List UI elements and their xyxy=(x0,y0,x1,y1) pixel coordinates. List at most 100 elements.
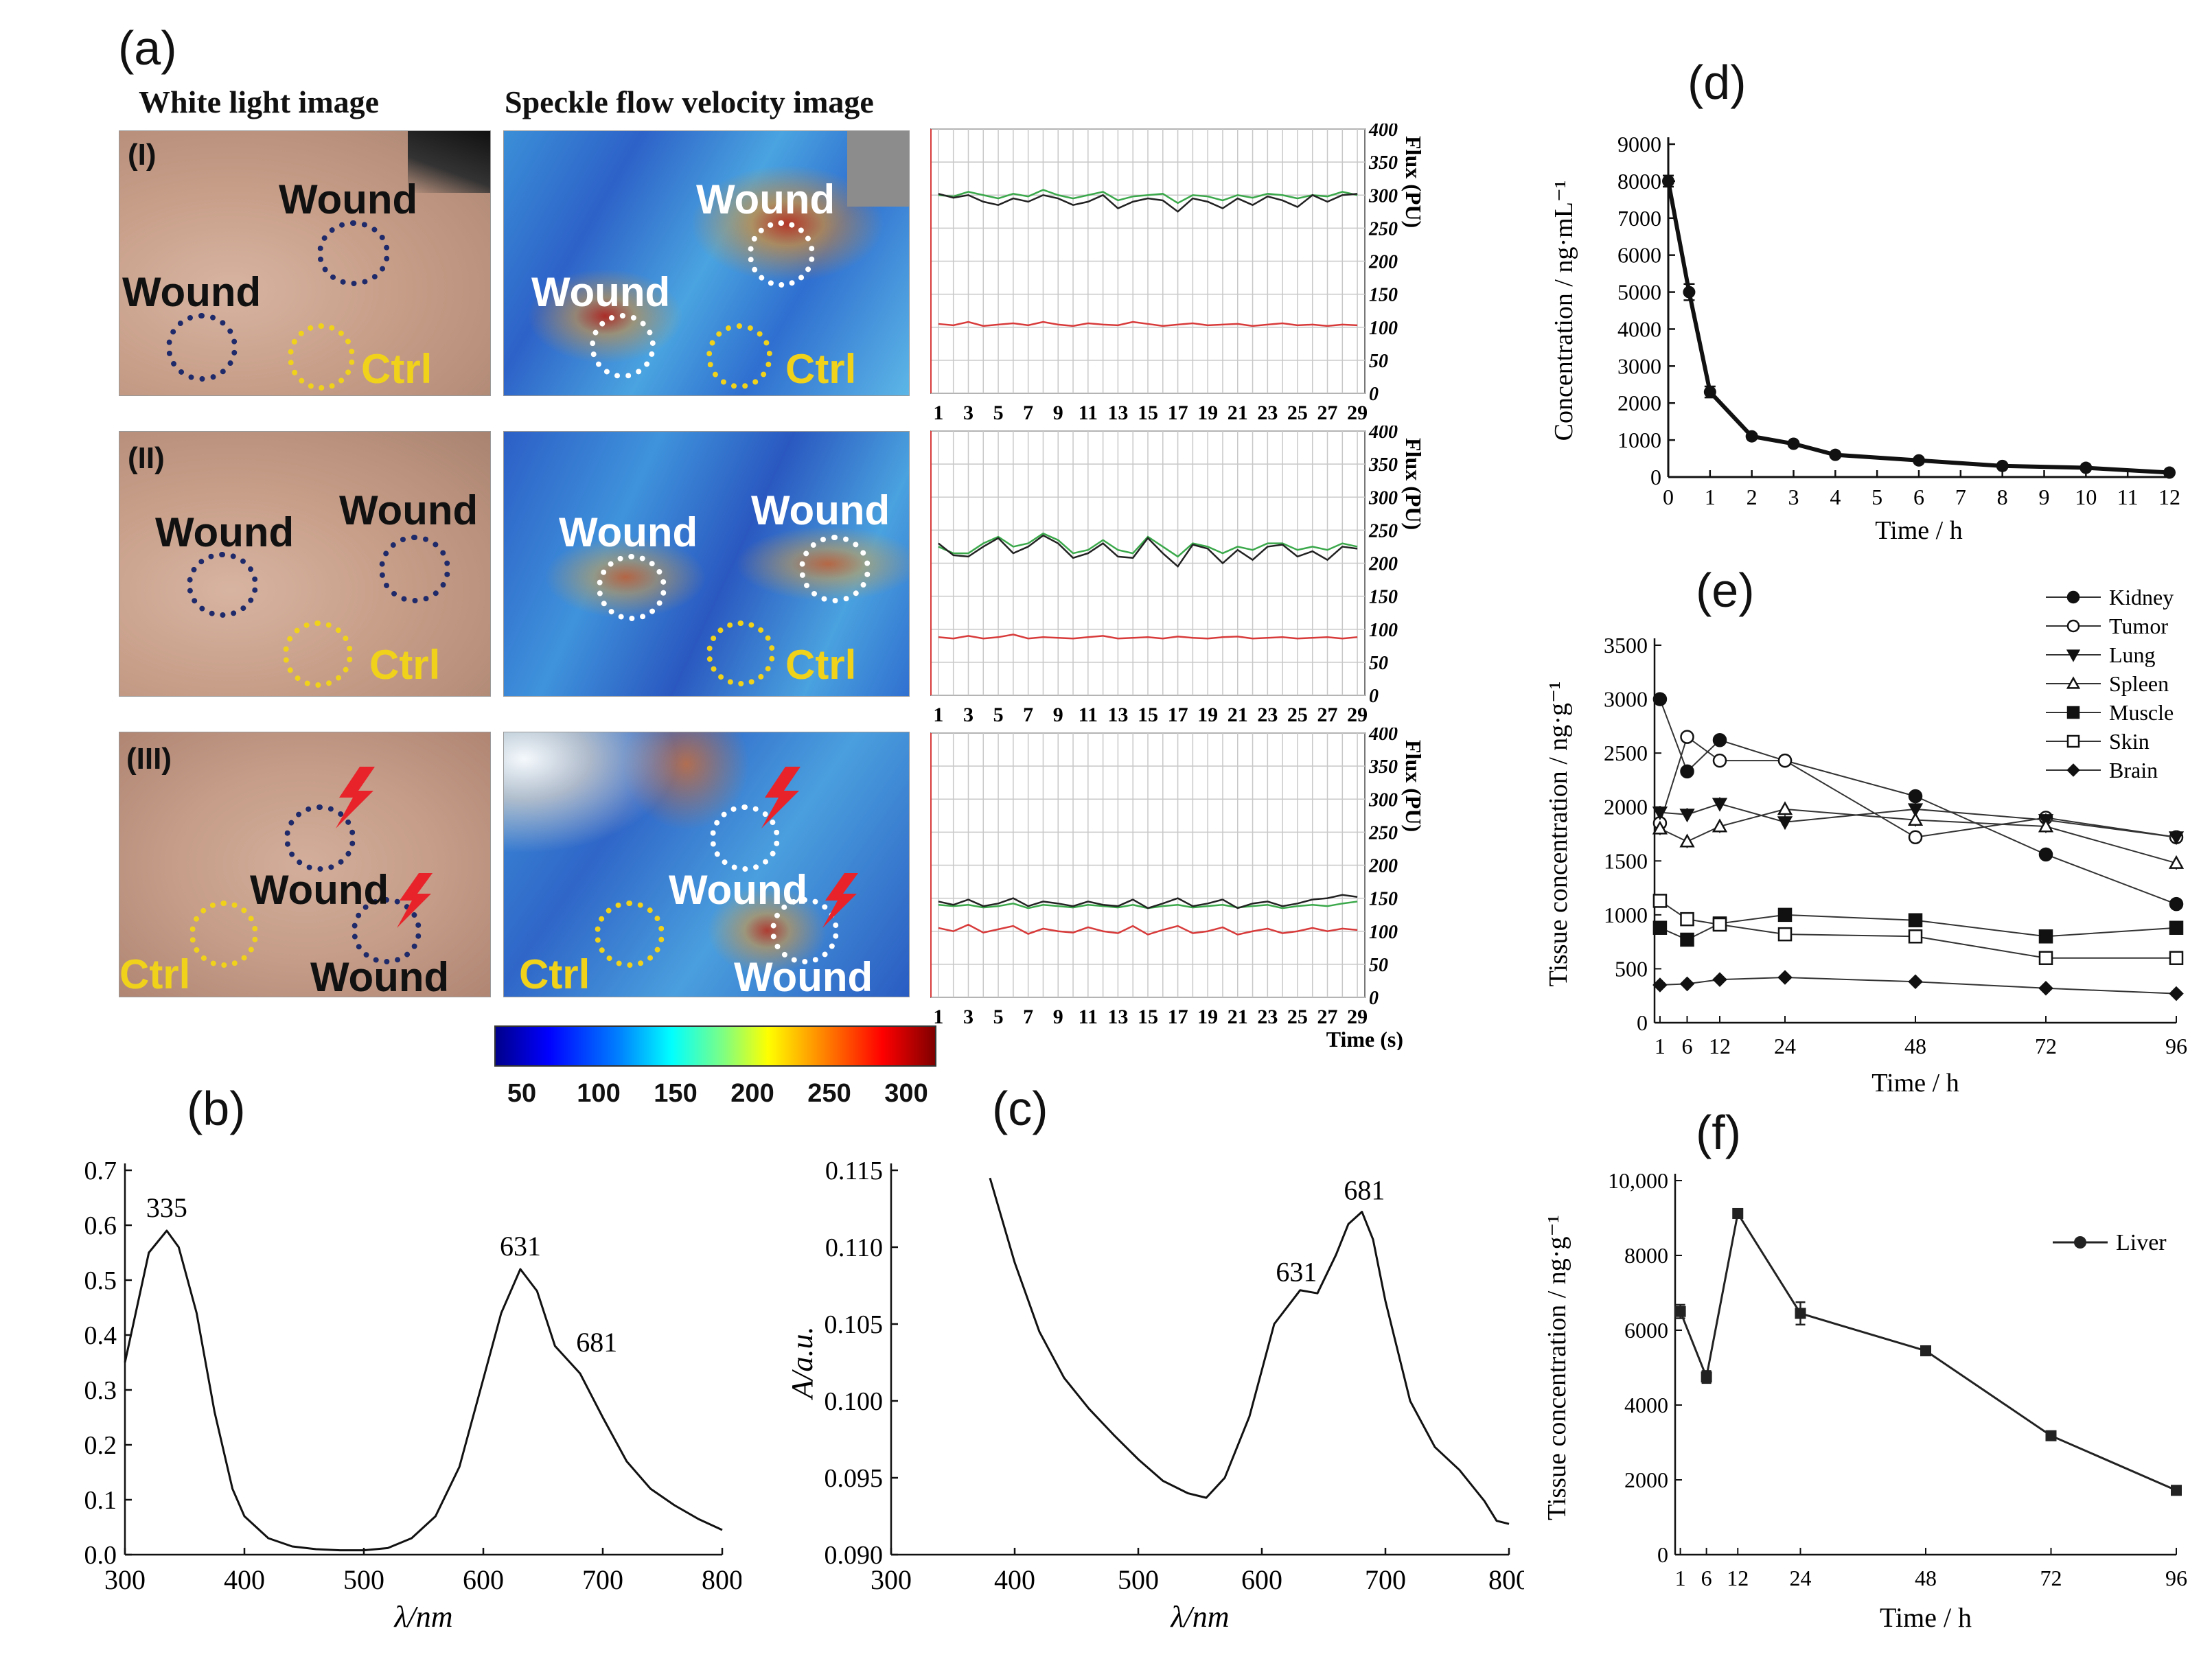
wound-circle xyxy=(748,220,815,288)
wound-circle xyxy=(770,897,839,964)
y-tick-label: 400 xyxy=(1368,124,1398,141)
row-label-3: (III) xyxy=(126,742,172,776)
x-axis-label: Time / h xyxy=(1880,1602,1972,1633)
y-axis-label: A/a.u. xyxy=(785,1326,819,1400)
chart-f: 1 6 12 24 48 72 96 0 2000 4000 6000 8000 10,000 Liver… xyxy=(1543,1168,2187,1633)
colorbar-tick-label: 150 xyxy=(654,1079,698,1108)
x-tick-label: 23 xyxy=(1257,402,1278,424)
data-point xyxy=(1745,430,1758,443)
legend-marker xyxy=(2074,1236,2086,1249)
x-tick-label: 12 xyxy=(1709,1034,1731,1058)
y-tick-label: 0.115 xyxy=(825,1157,883,1185)
marker-triangle-up-open xyxy=(1907,811,1924,826)
spectrum-line xyxy=(124,1229,723,1552)
x-tick-label: 5 xyxy=(993,704,1004,726)
legend-label: Skin xyxy=(2109,729,2150,754)
panel-label-a: (a) xyxy=(118,21,177,75)
x-tick-label: 29 xyxy=(1347,402,1368,424)
ctrl-text: Ctrl xyxy=(519,951,590,997)
data-point xyxy=(1701,1371,1712,1383)
white-light-photo-3: (III) Wound Wound Ctrl xyxy=(119,732,491,997)
x-axis-label: Time / h xyxy=(1871,1069,1959,1098)
panel-label-c: (c) xyxy=(992,1082,1048,1135)
wound-text: Wound xyxy=(122,269,262,315)
lightning-icon xyxy=(761,767,800,828)
marker-square-open xyxy=(1680,912,1694,927)
marker-triangle-down-filled xyxy=(1712,798,1728,812)
marker-circle-filled xyxy=(1652,692,1668,706)
x-tick-label: 1 xyxy=(1655,1034,1666,1058)
peak-annotation: 631 xyxy=(1276,1256,1317,1287)
peak-annotation: 335 xyxy=(146,1192,187,1223)
x-tick-label: 500 xyxy=(1118,1564,1159,1595)
y-tick-label: 0.090 xyxy=(825,1541,884,1570)
x-tick-label: 7 xyxy=(1023,402,1033,424)
x-tick-label: 3 xyxy=(963,704,973,726)
y-axis-label: A/a.u. xyxy=(48,1326,53,1400)
x-tick-label: 96 xyxy=(2165,1566,2187,1590)
x-tick-label: 9 xyxy=(1053,402,1063,424)
y-tick-label: 150 xyxy=(1369,587,1398,608)
y-tick-label: 2000 xyxy=(1624,1467,1668,1492)
y-tick-label: 350 xyxy=(1368,756,1398,778)
legend-label: Liver xyxy=(2116,1230,2167,1255)
x-tick-label: 17 xyxy=(1168,704,1188,726)
y-tick-label: 0.6 xyxy=(84,1211,117,1240)
marker-square-open xyxy=(1712,917,1727,932)
y-tick-label: 3500 xyxy=(1604,633,1648,658)
x-tick-label: 15 xyxy=(1138,402,1158,424)
lightning-icon xyxy=(336,767,375,828)
x-tick-label: 4 xyxy=(1830,485,1841,509)
y-tick-label: 350 xyxy=(1368,152,1398,174)
marker-triangle-up-open xyxy=(1679,833,1695,848)
x-tick-label: 21 xyxy=(1228,1006,1248,1028)
x-tick-label: 24 xyxy=(1774,1034,1796,1058)
x-tick-label: 300 xyxy=(104,1564,146,1595)
marker-circle-open xyxy=(1777,753,1793,768)
y-tick-label: 0 xyxy=(1369,686,1379,707)
x-tick-label: 72 xyxy=(2040,1566,2062,1590)
data-point xyxy=(1662,174,1674,187)
x-tick-label: 12 xyxy=(1727,1566,1749,1590)
marker-triangle-up-open xyxy=(2168,855,2185,869)
x-tick-label: 48 xyxy=(1915,1566,1937,1590)
colorbar-tick-label: 50 xyxy=(507,1079,537,1108)
ctrl-text: Ctrl xyxy=(785,346,857,392)
data-point xyxy=(1920,1345,1931,1356)
y-tick-label: 5000 xyxy=(1617,280,1661,305)
lightning-icon xyxy=(822,873,858,928)
marker-square-filled xyxy=(2066,706,2080,719)
x-tick-label: 23 xyxy=(1257,704,1278,726)
wound-circle xyxy=(187,552,258,618)
x-tick-label: 27 xyxy=(1317,402,1338,424)
y-tick-label: 2000 xyxy=(1617,391,1661,415)
y-tick-label: 6000 xyxy=(1624,1318,1668,1343)
peak-annotation: 681 xyxy=(576,1327,617,1358)
ctrl-text: Ctrl xyxy=(785,642,857,688)
speckle-title: Speckle flow velocity image xyxy=(505,84,874,119)
marker-diamond-filled xyxy=(1652,977,1668,993)
y-tick-label: 2500 xyxy=(1604,741,1648,765)
y-tick-label: 50 xyxy=(1369,351,1388,372)
wound-circle xyxy=(284,804,356,872)
y-tick-label: 1000 xyxy=(1604,903,1648,927)
data-point xyxy=(1732,1207,1744,1219)
marker-triangle-down-filled xyxy=(1679,809,1695,823)
x-tick-label: 29 xyxy=(1347,1006,1368,1028)
flux-series-red xyxy=(938,923,1358,936)
x-tick-label: 600 xyxy=(463,1564,504,1595)
x-tick-label: 48 xyxy=(1904,1034,1926,1058)
y-tick-label: 9000 xyxy=(1617,132,1661,156)
data-point xyxy=(1795,1308,1806,1319)
y-tick-label: 0.2 xyxy=(84,1431,117,1460)
y-tick-label: 0.110 xyxy=(825,1233,883,1262)
legend-label: Kidney xyxy=(2109,585,2174,610)
y-tick-label: 250 xyxy=(1368,520,1398,542)
x-axis-label: λ/nm xyxy=(393,1600,452,1634)
y-tick-label: 350 xyxy=(1368,454,1398,476)
y-tick-label: 250 xyxy=(1368,218,1398,240)
data-point xyxy=(1703,386,1716,399)
marker-circle-filled xyxy=(1908,789,1923,804)
wound-circle xyxy=(590,313,656,379)
